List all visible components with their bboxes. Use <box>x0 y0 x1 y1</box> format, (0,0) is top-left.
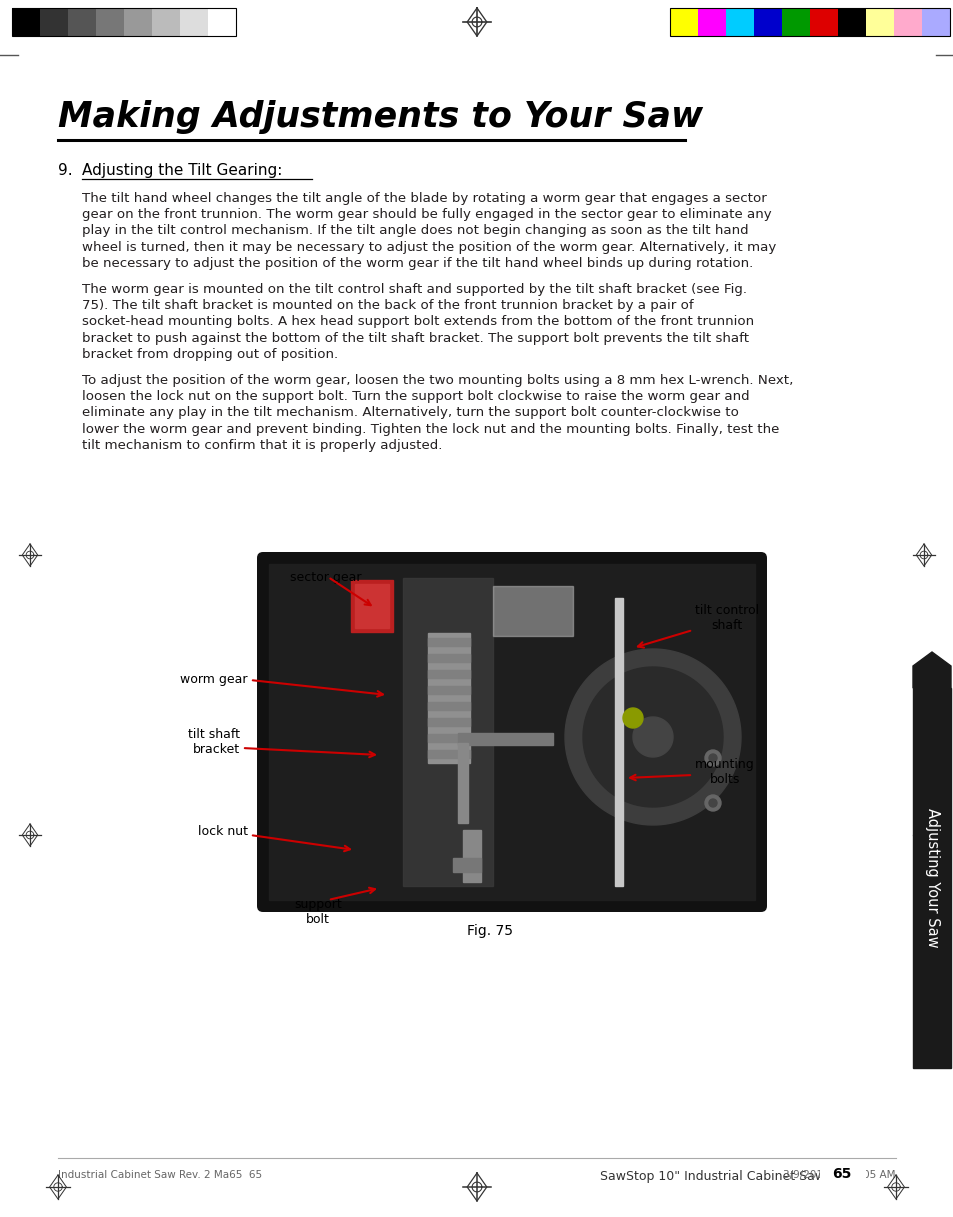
Polygon shape <box>582 667 722 807</box>
Text: wheel is turned, then it may be necessary to adjust the position of the worm gea: wheel is turned, then it may be necessar… <box>82 241 776 253</box>
Circle shape <box>708 755 717 762</box>
Bar <box>40 9 68 37</box>
Text: tilt shaft
bracket: tilt shaft bracket <box>188 728 240 756</box>
Polygon shape <box>912 652 950 688</box>
Bar <box>428 750 470 758</box>
Text: support
bolt: support bolt <box>294 898 341 926</box>
Bar <box>865 9 893 37</box>
Text: 65: 65 <box>831 1167 851 1180</box>
Text: socket-head mounting bolts. A hex head support bolt extends from the bottom of t: socket-head mounting bolts. A hex head s… <box>82 315 753 329</box>
Bar <box>96 9 124 37</box>
Bar <box>781 9 809 37</box>
Circle shape <box>708 800 717 807</box>
Text: Making Adjustments to Your Saw: Making Adjustments to Your Saw <box>58 100 702 134</box>
Bar <box>12 9 235 37</box>
Bar <box>428 702 470 710</box>
Circle shape <box>622 708 642 728</box>
Text: 3/9/2010  8:39:05 AM: 3/9/2010 8:39:05 AM <box>782 1170 895 1180</box>
Text: 9.: 9. <box>58 163 72 178</box>
Text: 75). The tilt shaft bracket is mounted on the back of the front trunnion bracket: 75). The tilt shaft bracket is mounted o… <box>82 299 693 313</box>
Polygon shape <box>564 649 740 825</box>
Bar <box>355 584 389 628</box>
Text: Fig. 75: Fig. 75 <box>467 924 513 938</box>
Polygon shape <box>493 587 573 636</box>
Bar <box>453 858 480 873</box>
Bar <box>921 9 949 37</box>
Bar <box>698 9 725 37</box>
Text: loosen the lock nut on the support bolt. Turn the support bolt clockwise to rais: loosen the lock nut on the support bolt.… <box>82 391 749 403</box>
Bar <box>124 9 152 37</box>
Bar <box>428 654 470 662</box>
Text: SawStop 10" Industrial Cabinet Saw: SawStop 10" Industrial Cabinet Saw <box>599 1170 824 1183</box>
Bar <box>725 9 753 37</box>
Bar <box>269 563 754 901</box>
Text: be necessary to adjust the position of the worm gear if the tilt hand wheel bind: be necessary to adjust the position of t… <box>82 257 753 270</box>
Bar <box>428 671 470 678</box>
Bar <box>428 638 470 646</box>
Polygon shape <box>633 717 672 757</box>
Text: play in the tilt control mechanism. If the tilt angle does not begin changing as: play in the tilt control mechanism. If t… <box>82 224 748 237</box>
Text: tilt mechanism to confirm that it is properly adjusted.: tilt mechanism to confirm that it is pro… <box>82 439 442 452</box>
Circle shape <box>704 795 720 811</box>
Bar <box>820 1163 864 1185</box>
Bar <box>428 633 470 763</box>
Bar <box>669 9 698 37</box>
Text: The worm gear is mounted on the tilt control shaft and supported by the tilt sha: The worm gear is mounted on the tilt con… <box>82 284 746 296</box>
Bar <box>68 9 96 37</box>
Text: lock nut: lock nut <box>198 825 248 839</box>
Bar <box>912 688 950 1069</box>
FancyBboxPatch shape <box>256 553 766 912</box>
Text: Adjusting Your Saw: Adjusting Your Saw <box>924 808 940 948</box>
Bar <box>837 9 865 37</box>
Text: To adjust the position of the worm gear, loosen the two mounting bolts using a 8: To adjust the position of the worm gear,… <box>82 374 793 387</box>
Text: bracket from dropping out of position.: bracket from dropping out of position. <box>82 348 338 360</box>
Text: Adjusting the Tilt Gearing:: Adjusting the Tilt Gearing: <box>82 163 282 178</box>
Bar <box>457 733 553 745</box>
Bar <box>809 9 837 37</box>
Text: bracket to push against the bottom of the tilt shaft bracket. The support bolt p: bracket to push against the bottom of th… <box>82 331 748 344</box>
Text: The tilt hand wheel changes the tilt angle of the blade by rotating a worm gear : The tilt hand wheel changes the tilt ang… <box>82 192 766 204</box>
Bar <box>753 9 781 37</box>
Bar <box>462 830 480 882</box>
Text: worm gear: worm gear <box>180 673 248 686</box>
Bar <box>428 718 470 727</box>
Bar <box>893 9 921 37</box>
Bar <box>208 9 235 37</box>
Text: lower the worm gear and prevent binding. Tighten the lock nut and the mounting b: lower the worm gear and prevent binding.… <box>82 422 779 436</box>
Text: tilt control
shaft: tilt control shaft <box>695 604 759 632</box>
Text: Industrial Cabinet Saw Rev. 2 Ma65  65: Industrial Cabinet Saw Rev. 2 Ma65 65 <box>58 1170 262 1180</box>
Text: eliminate any play in the tilt mechanism. Alternatively, turn the support bolt c: eliminate any play in the tilt mechanism… <box>82 406 739 420</box>
Bar <box>428 734 470 742</box>
Bar <box>351 581 393 632</box>
Bar <box>12 9 40 37</box>
Text: gear on the front trunnion. The worm gear should be fully engaged in the sector : gear on the front trunnion. The worm gea… <box>82 208 771 221</box>
Text: mounting
bolts: mounting bolts <box>695 758 754 786</box>
Bar <box>402 578 493 886</box>
Bar <box>669 9 949 37</box>
Bar <box>457 744 468 823</box>
Bar <box>152 9 180 37</box>
Bar <box>428 686 470 694</box>
Bar <box>180 9 208 37</box>
Circle shape <box>704 750 720 765</box>
Text: sector gear: sector gear <box>290 571 361 584</box>
Bar <box>615 598 622 886</box>
